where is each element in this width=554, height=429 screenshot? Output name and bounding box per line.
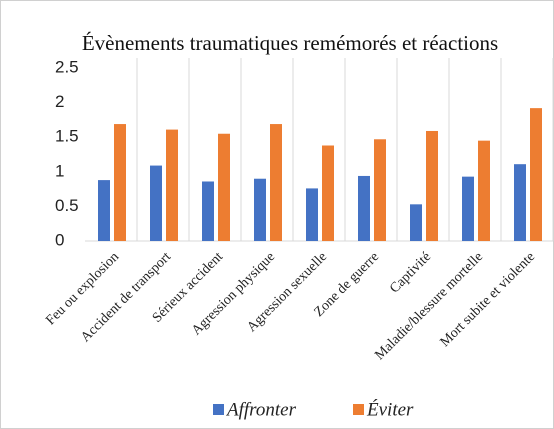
bar [426,130,438,241]
bar [410,204,422,241]
y-tick-label: 2.5 [55,57,79,76]
bar [374,139,386,241]
y-tick-label: 0 [55,230,64,249]
bar [150,165,162,241]
bar [270,124,282,241]
legend-label: Affronter [225,399,297,420]
bar [218,133,230,241]
bar [114,124,126,241]
y-tick-label: 1 [55,161,64,180]
bar [462,176,474,241]
chart-title: Évènements traumatiques remémorés et réa… [81,31,499,55]
legend-swatch [353,404,364,415]
bar [306,188,318,241]
bar [478,140,490,241]
y-tick-label: 0.5 [55,196,79,215]
bar [254,178,266,241]
bar [530,108,542,241]
bar [514,164,526,241]
bar [98,180,110,241]
bar [358,175,370,241]
bar [166,129,178,241]
y-tick-label: 1.5 [55,127,79,146]
bar [202,181,214,241]
legend-swatch [213,404,224,415]
bar [322,145,334,241]
legend-label: Éviter [366,398,414,420]
y-tick-label: 2 [55,92,64,111]
